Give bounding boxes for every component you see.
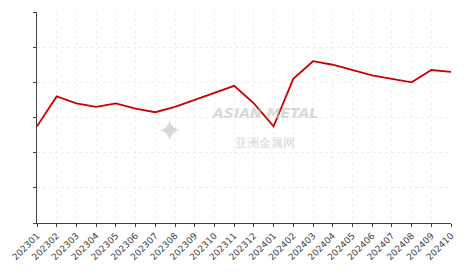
svg-text:202303: 202303 bbox=[50, 231, 81, 262]
svg-text:202406: 202406 bbox=[345, 231, 377, 263]
svg-text:202407: 202407 bbox=[365, 231, 396, 262]
svg-text:亚洲金属网: 亚洲金属网 bbox=[235, 136, 295, 150]
svg-text:202409: 202409 bbox=[405, 231, 437, 263]
svg-text:202310: 202310 bbox=[188, 231, 220, 263]
svg-text:202307: 202307 bbox=[129, 231, 160, 262]
svg-text:202404: 202404 bbox=[306, 231, 338, 263]
svg-text:202301: 202301 bbox=[10, 231, 41, 262]
svg-text:202405: 202405 bbox=[326, 231, 357, 262]
svg-text:202302: 202302 bbox=[30, 231, 61, 262]
svg-text:✦: ✦ bbox=[157, 113, 182, 148]
svg-text:202410: 202410 bbox=[424, 231, 456, 263]
svg-text:202401: 202401 bbox=[247, 231, 278, 262]
svg-text:ASIAN METAL: ASIAN METAL bbox=[212, 105, 318, 121]
svg-text:202408: 202408 bbox=[385, 231, 417, 263]
svg-text:202305: 202305 bbox=[89, 231, 120, 262]
svg-text:202312: 202312 bbox=[227, 231, 258, 262]
svg-text:202304: 202304 bbox=[69, 231, 101, 263]
svg-text:202309: 202309 bbox=[168, 231, 200, 263]
svg-text:202306: 202306 bbox=[109, 231, 141, 263]
svg-text:202308: 202308 bbox=[148, 231, 180, 263]
svg-text:202402: 202402 bbox=[267, 231, 298, 262]
svg-text:202403: 202403 bbox=[286, 231, 317, 262]
svg-text:202311: 202311 bbox=[207, 231, 238, 262]
